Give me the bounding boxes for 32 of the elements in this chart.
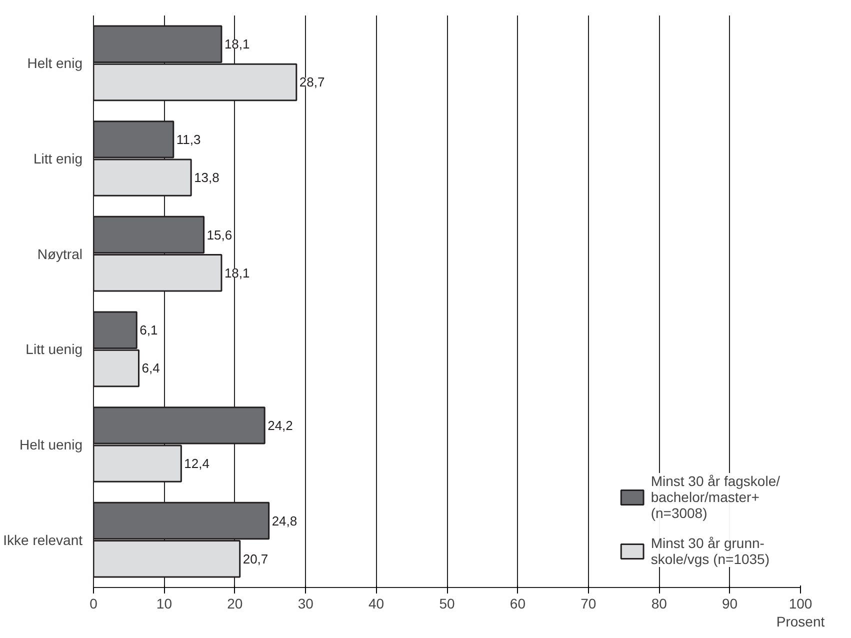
x-tick-label: 50 [439,596,455,612]
data-label: 24,8 [272,513,298,528]
y-tick-label: Helt uenig [19,436,83,452]
legend-label: Minst 30 år grunn- skole/vgs (n=1035) [650,535,770,567]
data-label: 12,4 [184,456,210,472]
data-label: 24,2 [268,418,293,433]
y-tick-label: Litt enig [33,150,83,166]
y-tick-label: Helt enig [27,55,83,72]
data-label: 18,1 [224,36,250,52]
x-axis-title: Prosent [776,614,825,630]
data-label: 13,8 [194,170,220,186]
x-tick-label: 90 [722,596,738,612]
data-label: 15,6 [206,227,232,242]
x-tick-label: 100 [788,596,812,612]
legend-label: Minst 30 år fagskole/ bachelor/master+ (n=3008) [650,473,780,521]
x-tick-label: 40 [368,596,384,612]
data-label: 11,3 [176,132,201,147]
x-tick-label: 20 [227,596,243,612]
data-label: 6,4 [142,360,160,376]
y-tick-label: Nøytral [37,246,83,262]
y-tick-label: Ikke relevant [3,532,83,548]
data-label: 20,7 [242,551,268,566]
x-tick-label: 10 [156,596,172,612]
x-tick-label: 30 [298,596,314,612]
x-tick-label: 70 [580,596,596,612]
x-tick-label: 80 [651,596,668,612]
data-label: 18,1 [224,265,250,280]
x-tick-label: 60 [510,596,526,612]
y-tick-label: Litt uenig [26,341,83,358]
data-label: 28,7 [299,74,325,90]
data-label: 6,1 [140,322,158,338]
x-tick-label: 0 [90,596,98,612]
